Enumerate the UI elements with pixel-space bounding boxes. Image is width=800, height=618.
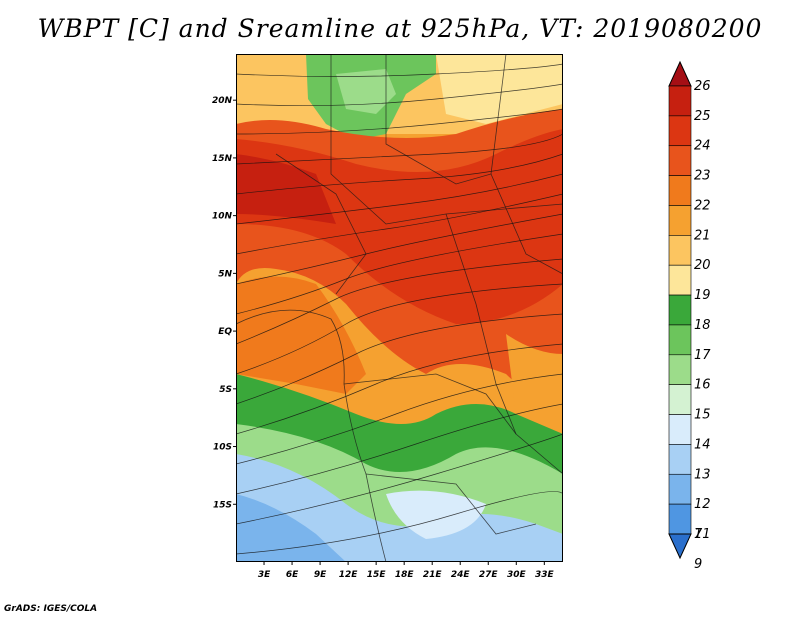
lon-tick-label: 30E (507, 570, 527, 580)
lat-tick-label: 15S (213, 500, 232, 510)
colorbar-segment (668, 473, 692, 505)
colorbar-label: 18 (694, 318, 711, 333)
colorbar-segment (668, 414, 692, 445)
colorbar-label: 11 (694, 527, 711, 542)
lat-tick-label: 10S (213, 443, 232, 453)
lon-tick-label: 12E (339, 570, 359, 580)
lon-tick-label: 21E (423, 570, 443, 580)
lon-tick-label: 3E (258, 570, 271, 580)
lat-tick-label: 5S (219, 385, 232, 395)
colorbar-segment (668, 324, 692, 356)
colorbar-top-arrow (668, 60, 692, 87)
colorbar-bottom-arrow (668, 533, 692, 560)
lat-tick-label: EQ (218, 327, 232, 337)
colorbar-label: 21 (694, 228, 711, 243)
colorbar-label: 17 (694, 348, 711, 363)
field-south-pale (386, 490, 486, 539)
colorbar-label: 26 (694, 79, 711, 94)
field-south-deepblue (236, 494, 346, 562)
colorbar-segment (668, 444, 692, 475)
colorbar-label: 19 (694, 288, 711, 303)
streamlines (236, 63, 563, 555)
lon-tick-label: 9E (314, 570, 327, 580)
colorbar-label: 15 (694, 408, 711, 423)
colorbar-segment (668, 354, 692, 385)
colorbar-label: 24 (694, 139, 711, 154)
colorbar-segment (668, 264, 692, 296)
lon-tick-label: 33E (535, 570, 555, 580)
field-deep-red (236, 129, 563, 324)
field-south-blue (236, 454, 563, 562)
lon-tick-label: 6E (286, 570, 299, 580)
colorbar-label: 20 (694, 258, 711, 273)
lon-tick-label: 24E (451, 570, 471, 580)
colorbar-label: 22 (694, 198, 711, 213)
colorbar-label: 23 (694, 169, 711, 184)
borders (236, 54, 563, 562)
chart-title: WBPT [C] and Sreamline at 925hPa, VT: 20… (37, 14, 763, 43)
colorbar-segment (668, 294, 692, 326)
lon-tick-label: 18E (395, 570, 415, 580)
grads-credit: GrADS: IGES/COLA (4, 604, 98, 614)
lat-tick-label: 15N (212, 154, 233, 164)
colorbar-segment (668, 175, 692, 206)
colorbar-segment (668, 205, 692, 236)
lat-tick-label: 10N (212, 212, 233, 222)
colorbar-label: 9 (694, 557, 702, 572)
colorbar-segment (668, 503, 692, 535)
colorbar-segment (668, 145, 692, 176)
colorbar-label: 7 (694, 527, 703, 542)
colorbar-label: 25 (694, 109, 711, 124)
colorbar-segment (668, 235, 692, 266)
lat-tick-label: 5N (218, 269, 232, 279)
colorbar-segment (668, 115, 692, 147)
colorbar-label: 12 (694, 497, 711, 512)
colorbar-segment (668, 85, 692, 117)
colorbar-label: 13 (694, 467, 711, 482)
lon-tick-label: 27E (479, 570, 499, 580)
lon-tick-label: 15E (367, 570, 387, 580)
colorbar-segment (668, 384, 692, 415)
field-north-yellow (436, 54, 563, 124)
map-plot (236, 54, 563, 562)
field-sahara-lightgreen (336, 69, 396, 114)
colorbar-label: 14 (694, 437, 711, 452)
colorbar-label: 16 (694, 378, 711, 393)
lat-tick-label: 20N (212, 96, 233, 106)
